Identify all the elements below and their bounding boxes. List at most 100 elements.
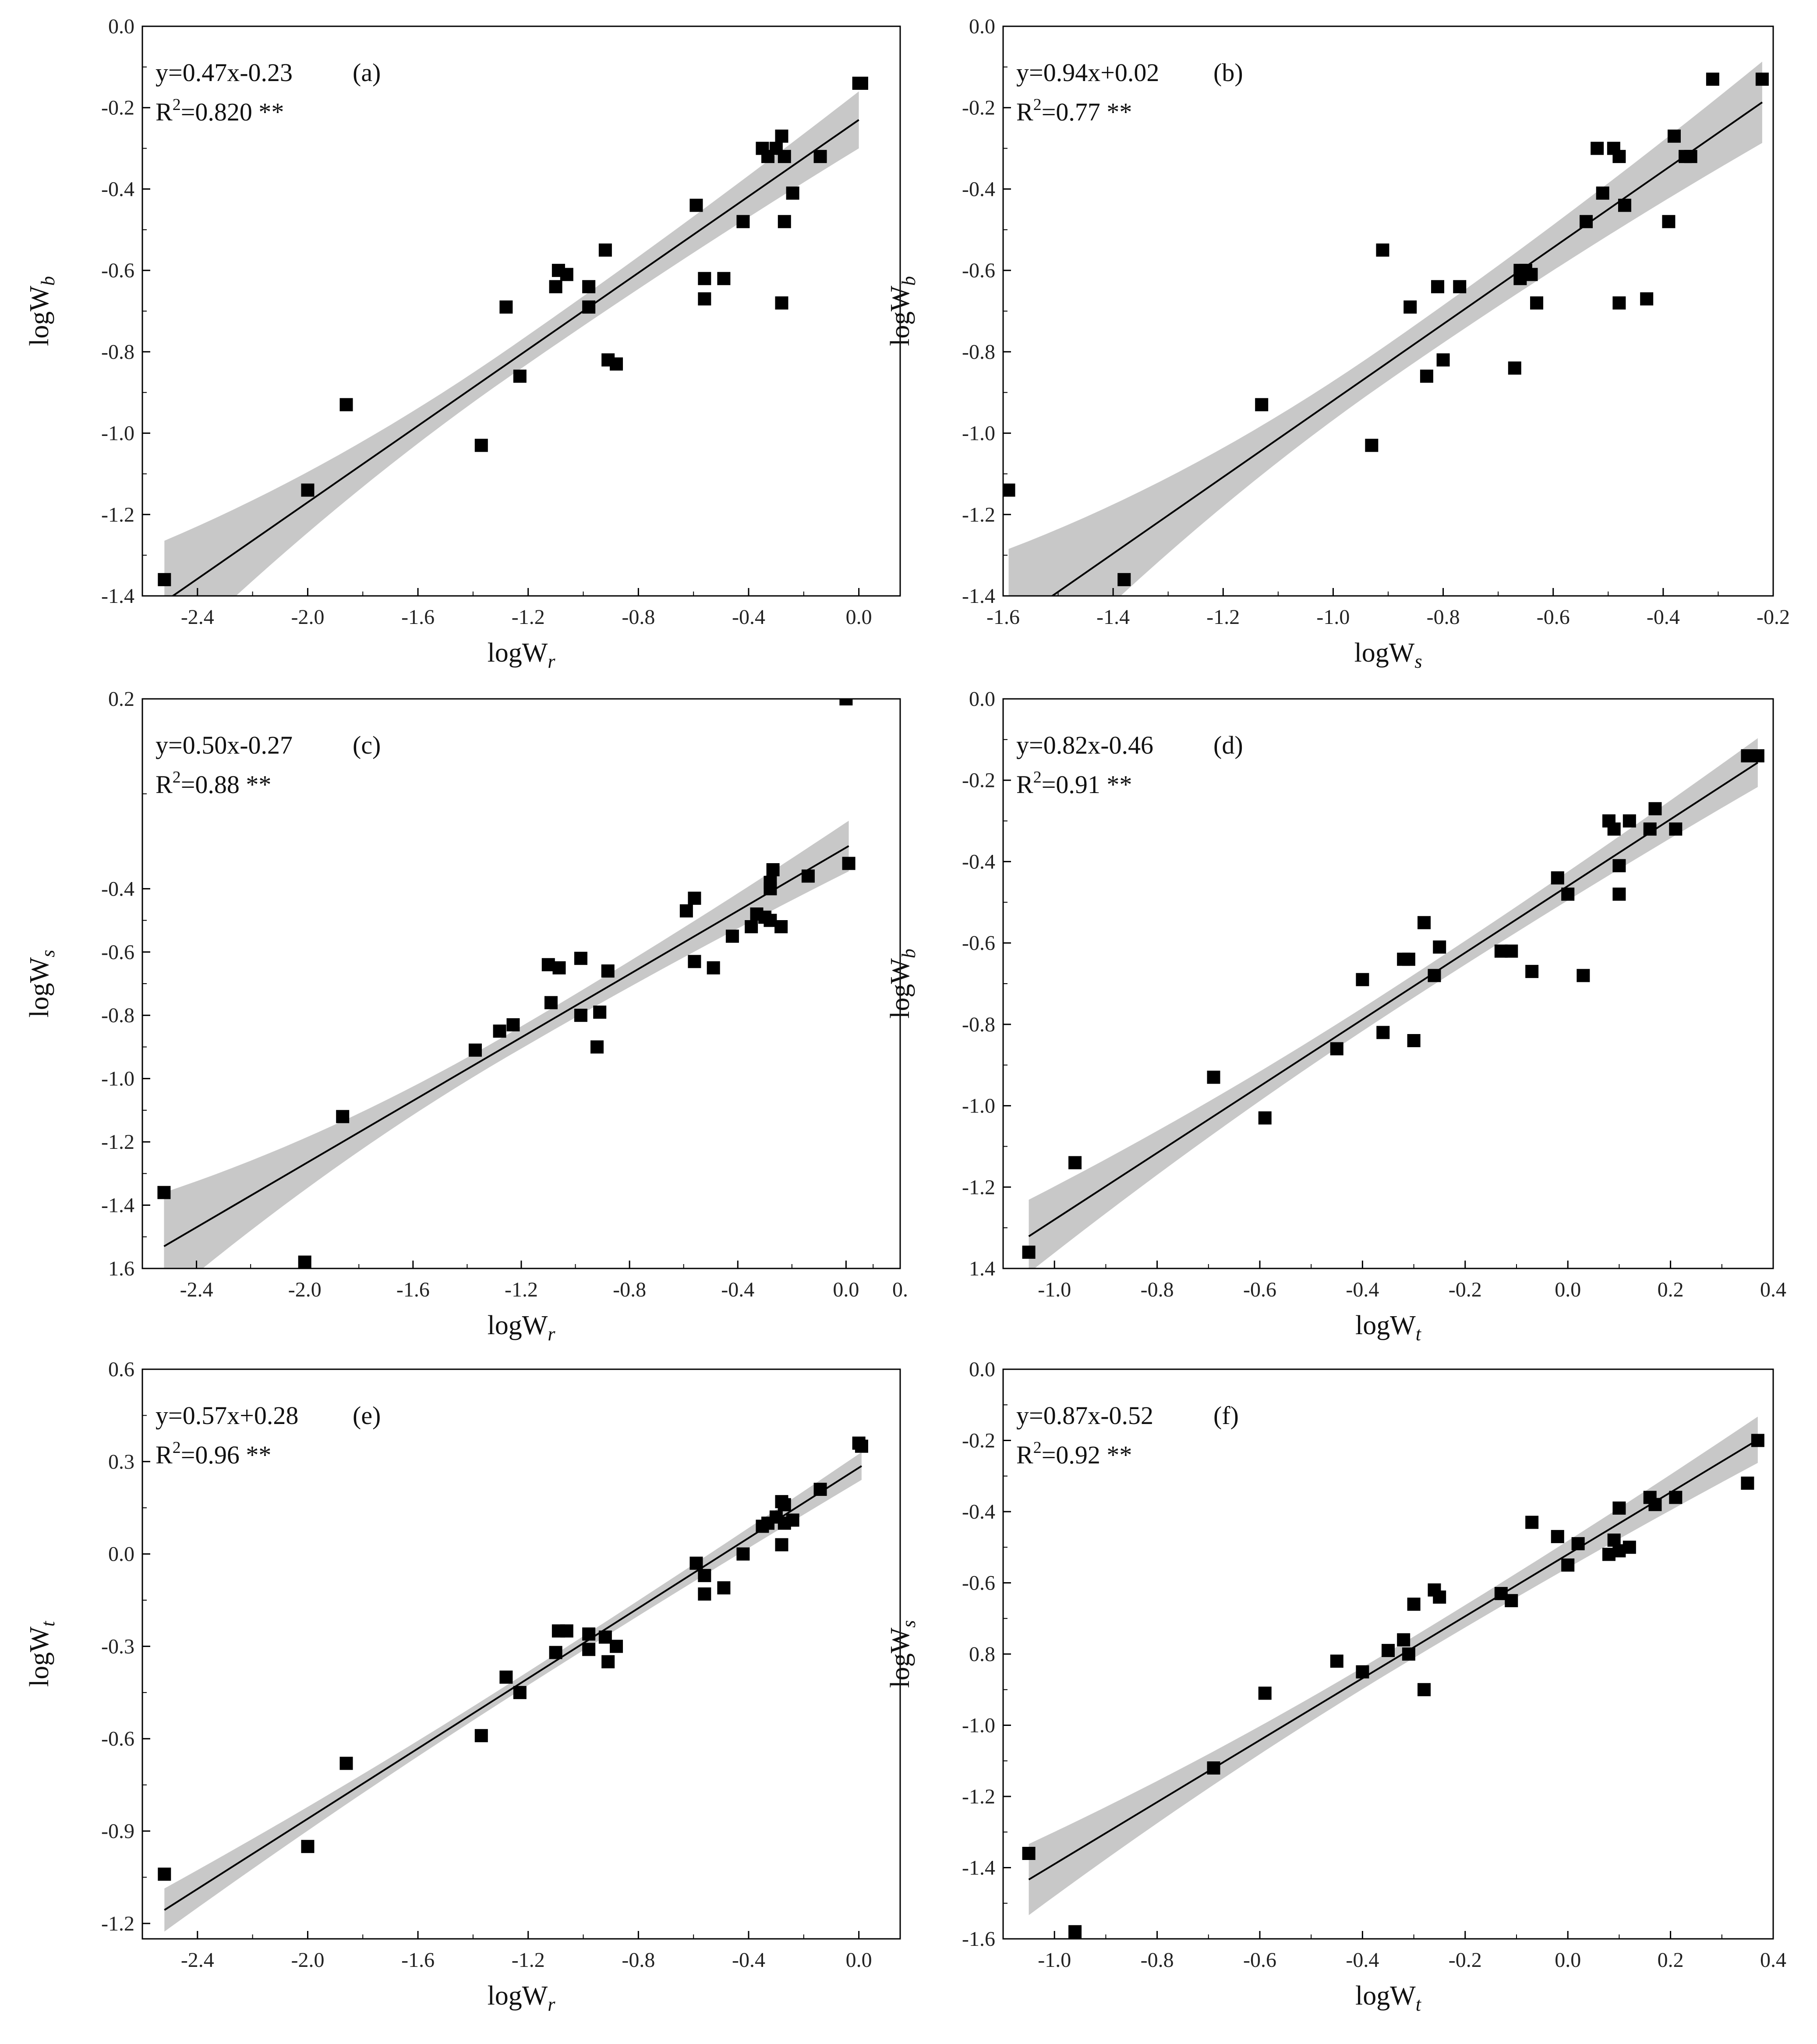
- panel-a-r-squared-r: R: [156, 98, 173, 126]
- panel-f-point-4: [1258, 1686, 1272, 1700]
- panel-c-point-8: [544, 996, 558, 1010]
- panel-a-point-12: [598, 243, 612, 257]
- panel-d-y-axis-title-sub: b: [898, 949, 919, 958]
- panel-d-point-27: [1669, 822, 1683, 836]
- panel-a-x-axis-title-sub: r: [548, 651, 555, 672]
- panel-c-point-12: [590, 1040, 604, 1054]
- panel-d-point-23: [1612, 887, 1626, 901]
- panel-e-x-tick-label: -1.2: [512, 1948, 545, 1972]
- panel-a-point-14: [610, 357, 623, 371]
- panel-c-r-squared: R2=0.88 **: [156, 768, 271, 799]
- panel-d-r-squared-exp: 2: [1033, 768, 1042, 786]
- panel-a-confidence-band: [164, 91, 859, 596]
- panel-c-point-11: [574, 1009, 587, 1022]
- panel-b-point-21: [1612, 150, 1626, 163]
- panel-d-point-29: [1751, 749, 1764, 762]
- panel-e-point-12: [598, 1630, 612, 1644]
- panel-d-r-squared: R2=0.91 **: [1016, 768, 1132, 799]
- panel-a-fit-line: [171, 119, 859, 596]
- panel-a-plot-area: [158, 77, 868, 596]
- panel-b-r-squared-r: R: [1016, 98, 1033, 126]
- panel-d-y-axis-title: logWb: [885, 949, 919, 1019]
- panel-c-x-tick-label: -1.2: [505, 1278, 538, 1301]
- panel-e-equation: y=0.57x+0.28: [156, 1401, 298, 1430]
- panel-c-x-tick-label: -1.6: [396, 1278, 430, 1301]
- panel-b-point-2: [1117, 573, 1131, 586]
- panel-c-point-5: [493, 1024, 506, 1038]
- panel-b-point-10: [1453, 280, 1467, 294]
- panel-c-point-29: [839, 699, 853, 705]
- panel-c-point-13: [593, 1006, 607, 1019]
- panel-a-point-16: [698, 272, 711, 285]
- panel-c-point-4: [468, 1043, 482, 1057]
- panel-b-x-tick-label: -0.4: [1647, 606, 1680, 629]
- panel-a-point-1: [158, 573, 171, 586]
- panel-b-point-17: [1580, 215, 1593, 228]
- panel-f-point-22: [1612, 1501, 1626, 1515]
- panel-c-equation: y=0.50x-0.27: [156, 731, 293, 759]
- panel-a-y-tick-label: -1.0: [101, 422, 134, 445]
- panel-f-x-tick-label: -0.8: [1141, 1948, 1174, 1972]
- panel-f-r-squared-exp: 2: [1033, 1438, 1042, 1457]
- panel-e-r-squared-value: =0.96 **: [181, 1441, 272, 1469]
- panel-f-plot-area: [1022, 1417, 1764, 1938]
- panel-a-y-tick-label: -0.4: [101, 177, 134, 201]
- panel-d-x-axis-title: logWt: [1355, 1311, 1422, 1345]
- panel-e-point-1: [158, 1867, 171, 1881]
- panel-b-point-28: [1684, 150, 1697, 163]
- panel-b-x-tick-label: -0.8: [1427, 606, 1460, 629]
- panel-f-x-tick-label: 0.2: [1658, 1948, 1684, 1972]
- panel-f-x-tick-label: 0.4: [1760, 1948, 1786, 1972]
- panel-a-point-5: [499, 300, 513, 314]
- panel-a-point-17: [698, 292, 711, 306]
- panel-d-y-tick-label: -0.8: [962, 1013, 995, 1036]
- panel-a-x-tick-label: 0.0: [846, 606, 872, 629]
- panel-b-point-18: [1591, 142, 1604, 155]
- panel-e-point-9: [560, 1624, 573, 1638]
- panel-e-x-axis-title: logWr: [488, 1981, 556, 2015]
- panel-a-point-9: [560, 268, 573, 281]
- panel-a-y-tick-label: -1.4: [101, 585, 134, 608]
- panel-a-point-18: [717, 272, 731, 285]
- panel-c-y-tick-label: -1.2: [101, 1130, 134, 1154]
- panel-e-point-15: [689, 1556, 703, 1570]
- panel-b-y-tick-label: -0.4: [962, 177, 995, 201]
- panel-b-r-squared-value: =0.77 **: [1042, 98, 1132, 126]
- panel-e-point-11: [582, 1627, 596, 1641]
- panel-f-y-tick-label: -0.4: [962, 1500, 995, 1523]
- panel-f-point-1: [1022, 1847, 1036, 1860]
- panel-c-point-15: [679, 904, 693, 917]
- panel-e-y-tick-label: -1.2: [101, 1912, 134, 1935]
- panel-d-point-12: [1428, 969, 1441, 982]
- panel-b-point-6: [1403, 300, 1417, 314]
- panel-e-plot-area: [158, 1436, 868, 1932]
- panel-d-point-17: [1551, 871, 1564, 885]
- panel-d-y-axis-title-base: logW: [885, 958, 915, 1019]
- panel-e-x-tick-label: -0.4: [732, 1948, 765, 1972]
- panel-b-x-axis-title-sub: s: [1414, 651, 1422, 672]
- panel-a-x-tick-label: -0.8: [622, 606, 655, 629]
- panel-a-y-axis-title-base: logW: [25, 286, 54, 346]
- panel-f-y-tick-label: -0.2: [962, 1429, 995, 1452]
- panel-b-r-squared: R2=0.77 **: [1016, 96, 1132, 126]
- panel-d-point-3: [1207, 1070, 1220, 1084]
- panel-f-point-17: [1551, 1530, 1564, 1543]
- panel-c-x-axis-title-sub: r: [548, 1323, 555, 1345]
- panel-b-x-axis-title-base: logW: [1354, 638, 1415, 668]
- panel-b-point-15: [1524, 268, 1538, 281]
- panel-d-y-tick-label: -1.2: [962, 1176, 995, 1199]
- panel-b-y-axis-title-sub: b: [898, 276, 919, 286]
- panel-b-point-11: [1508, 361, 1521, 375]
- panel-d-point-25: [1643, 822, 1657, 836]
- panel-b-panel-label: (b): [1213, 58, 1243, 87]
- panel-a-x-tick-label: -2.4: [181, 606, 214, 629]
- panel-d-r-squared-r: R: [1016, 770, 1033, 799]
- panel-e-y-tick-label: 0.0: [108, 1543, 134, 1566]
- panel-b-y-tick-label: -0.6: [962, 259, 995, 282]
- panel-e-point-3: [339, 1757, 353, 1770]
- panel-e-point-17: [698, 1587, 711, 1601]
- panel-c: -2.4 -2.0 -1.6 -1.2 -0.8 -0.4 0.0 0. 1.6 -1.4 -1.2…: [25, 687, 908, 1345]
- panel-d-x-tick-label: -1.0: [1038, 1278, 1071, 1301]
- panel-e-y-tick-label: 0.6: [108, 1358, 134, 1381]
- panel-e-y-tick-label: 0.3: [108, 1450, 134, 1474]
